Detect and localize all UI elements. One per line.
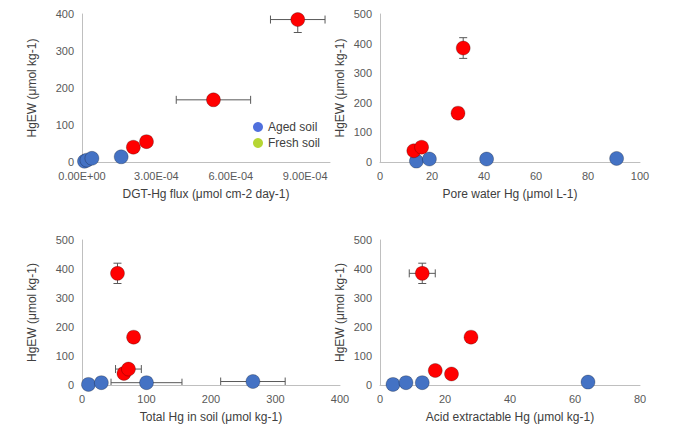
svg-text:Fresh soil: Fresh soil (268, 136, 320, 150)
svg-text:0: 0 (366, 156, 372, 168)
svg-text:Aged soil: Aged soil (268, 120, 317, 134)
svg-text:0.00E+00: 0.00E+00 (58, 170, 105, 182)
svg-text:6.00E-04: 6.00E-04 (208, 170, 253, 182)
svg-text:HgEW (μmol kg-1): HgEW (μmol kg-1) (333, 39, 347, 138)
svg-text:0: 0 (68, 156, 74, 168)
svg-text:80: 80 (582, 170, 594, 182)
svg-text:500: 500 (354, 234, 372, 246)
svg-text:20: 20 (439, 393, 451, 405)
svg-text:0: 0 (377, 170, 383, 182)
svg-text:HgEW (μmol kg-1): HgEW (μmol kg-1) (333, 263, 347, 362)
svg-text:200: 200 (354, 321, 372, 333)
svg-text:20: 20 (426, 170, 438, 182)
svg-text:60: 60 (530, 170, 542, 182)
svg-text:500: 500 (354, 8, 372, 20)
svg-text:0: 0 (68, 379, 74, 391)
svg-text:100: 100 (354, 350, 372, 362)
svg-text:200: 200 (56, 321, 74, 333)
svg-text:100: 100 (137, 393, 155, 405)
svg-text:9.00E-04: 9.00E-04 (283, 170, 328, 182)
svg-text:300: 300 (266, 393, 284, 405)
svg-text:200: 200 (56, 82, 74, 94)
svg-text:80: 80 (634, 393, 646, 405)
svg-text:300: 300 (354, 67, 372, 79)
svg-text:Acid extractable Hg (μmol kg-1: Acid extractable Hg (μmol kg-1) (426, 410, 594, 424)
svg-text:100: 100 (56, 119, 74, 131)
svg-text:HgEW (μmol kg-1): HgEW (μmol kg-1) (25, 39, 39, 138)
svg-text:HgEW (μmol kg-1): HgEW (μmol kg-1) (25, 263, 39, 362)
svg-text:60: 60 (569, 393, 581, 405)
svg-text:DGT-Hg flux (μmol cm-2 day-1): DGT-Hg flux (μmol cm-2 day-1) (123, 187, 290, 201)
svg-text:200: 200 (202, 393, 220, 405)
svg-text:300: 300 (56, 292, 74, 304)
svg-text:100: 100 (354, 126, 372, 138)
svg-text:Pore water Hg (μmol L-1): Pore water Hg (μmol L-1) (443, 187, 578, 201)
svg-text:400: 400 (331, 393, 349, 405)
svg-text:100: 100 (631, 170, 649, 182)
svg-text:40: 40 (478, 170, 490, 182)
svg-text:0: 0 (377, 393, 383, 405)
svg-text:100: 100 (56, 350, 74, 362)
svg-text:3.00E-04: 3.00E-04 (134, 170, 179, 182)
svg-text:400: 400 (354, 263, 372, 275)
svg-text:400: 400 (56, 263, 74, 275)
svg-text:0: 0 (79, 393, 85, 405)
svg-text:400: 400 (56, 8, 74, 20)
svg-text:500: 500 (56, 234, 74, 246)
svg-text:0: 0 (366, 379, 372, 391)
svg-text:300: 300 (56, 45, 74, 57)
svg-text:400: 400 (354, 38, 372, 50)
svg-text:300: 300 (354, 292, 372, 304)
svg-text:Total Hg in soil (μmol kg-1): Total Hg in soil (μmol kg-1) (140, 410, 282, 424)
svg-text:200: 200 (354, 97, 372, 109)
svg-text:40: 40 (504, 393, 516, 405)
